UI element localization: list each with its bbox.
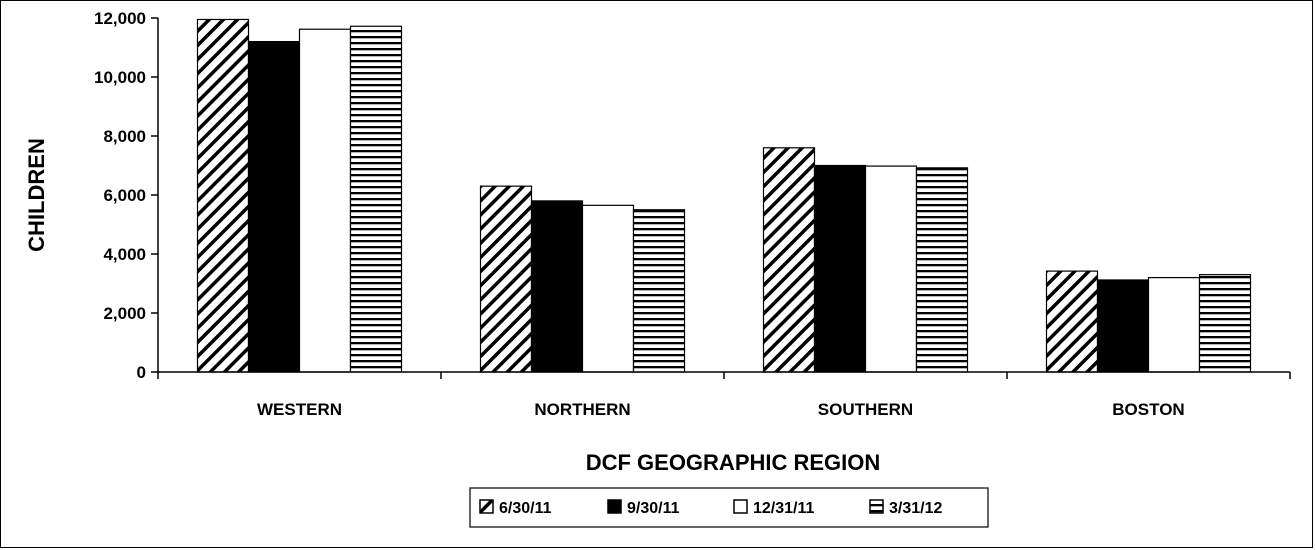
bar-12-31-11-southern bbox=[864, 165, 918, 373]
legend-box bbox=[469, 487, 989, 528]
bar-3-31-12-western bbox=[349, 25, 403, 373]
bar-12-31-11-northern bbox=[581, 204, 635, 373]
x-category-label: WESTERN bbox=[257, 400, 342, 419]
bar-3-31-12-northern bbox=[632, 209, 686, 373]
y-tick-label: 2,000 bbox=[103, 304, 146, 323]
legend-swatch bbox=[869, 499, 884, 514]
y-tick-label: 12,000 bbox=[94, 9, 146, 28]
bar-9-30-11-boston bbox=[1096, 279, 1150, 373]
y-tick-label: 8,000 bbox=[103, 127, 146, 146]
legend-swatch bbox=[733, 499, 748, 514]
legend-swatch bbox=[607, 499, 622, 514]
bars bbox=[196, 18, 1252, 373]
x-category-label: BOSTON bbox=[1112, 400, 1184, 419]
y-tick-label: 4,000 bbox=[103, 245, 146, 264]
bar-12-31-11-western bbox=[298, 28, 352, 373]
bar-3-31-12-southern bbox=[915, 167, 969, 373]
x-axis-title: DCF GEOGRAPHIC REGION bbox=[586, 450, 881, 475]
y-axis-ticks: 0 2,000 4,000 6,000 8,000 10,000 12,000 bbox=[94, 9, 158, 382]
y-tick-label: 6,000 bbox=[103, 186, 146, 205]
bar-6-30-11-western bbox=[196, 18, 250, 373]
bar-6-30-11-northern bbox=[479, 185, 533, 373]
legend: 6/30/11 9/30/11 12/31/11 3/31/12 bbox=[469, 487, 989, 528]
x-axis-categories: WESTERN NORTHERN SOUTHERN BOSTON bbox=[157, 372, 1291, 419]
legend-label: 3/31/12 bbox=[889, 500, 942, 517]
legend-label: 12/31/11 bbox=[753, 500, 815, 517]
bar-9-30-11-southern bbox=[813, 164, 867, 373]
x-category-label: SOUTHERN bbox=[818, 400, 913, 419]
legend-label: 9/30/11 bbox=[627, 500, 680, 517]
x-category-label: NORTHERN bbox=[534, 400, 630, 419]
bar-9-30-11-western bbox=[247, 40, 301, 373]
legend-swatch bbox=[479, 499, 494, 514]
y-axis-title: CHILDREN bbox=[24, 138, 49, 252]
y-tick-label: 0 bbox=[137, 363, 146, 382]
bar-6-30-11-boston bbox=[1045, 270, 1099, 373]
bar-6-30-11-southern bbox=[762, 147, 816, 373]
y-tick-label: 10,000 bbox=[94, 68, 146, 87]
bar-9-30-11-northern bbox=[530, 200, 584, 373]
bar-12-31-11-boston bbox=[1147, 277, 1201, 373]
bar-3-31-12-boston bbox=[1198, 274, 1252, 373]
legend-label: 6/30/11 bbox=[499, 500, 552, 517]
